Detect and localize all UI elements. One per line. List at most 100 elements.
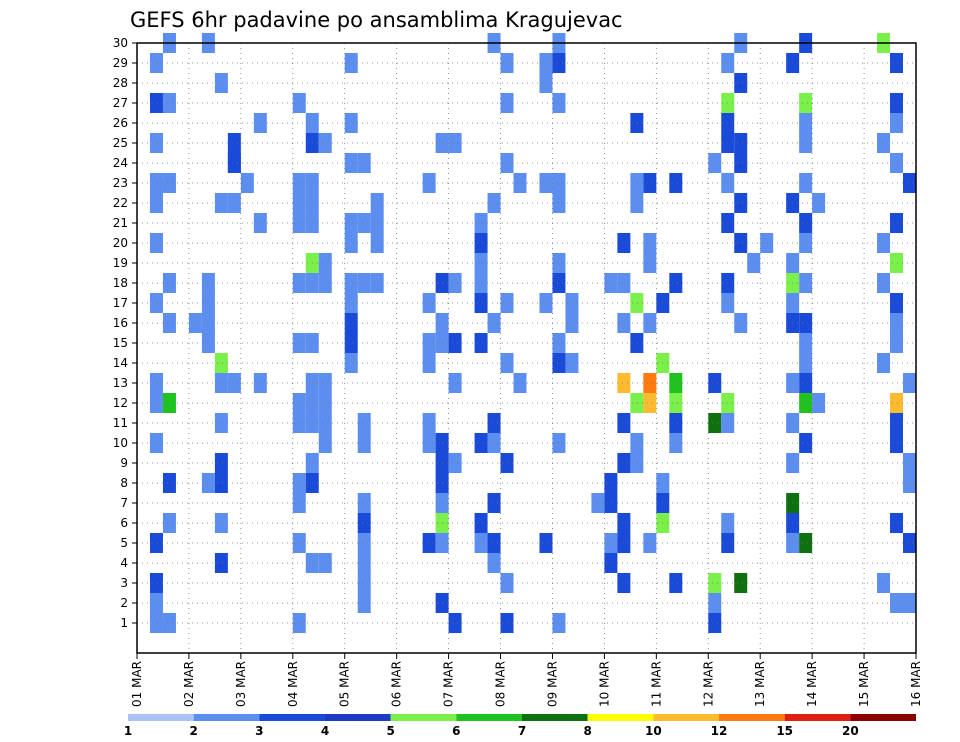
precip-cell <box>318 373 332 393</box>
colorbar-label: 7 <box>518 724 526 738</box>
y-tick-label: 3 <box>120 576 128 590</box>
precip-cell <box>669 573 683 593</box>
precip-cell <box>630 113 644 133</box>
precip-cell <box>539 173 553 193</box>
precip-cell <box>669 393 683 413</box>
colorbar-label: 4 <box>321 724 329 738</box>
precip-cell <box>643 233 657 253</box>
precip-cell <box>292 533 306 553</box>
precip-cell <box>903 593 916 613</box>
precip-cell <box>292 613 306 633</box>
plot-frame <box>136 42 917 654</box>
precip-cell <box>357 573 371 593</box>
precip-cell <box>890 213 904 233</box>
precip-cell <box>318 273 332 293</box>
colorbar-swatch <box>456 714 522 721</box>
precip-cell <box>630 293 644 313</box>
precip-cell <box>201 333 215 353</box>
precip-cell <box>344 153 358 173</box>
precip-cell <box>448 133 462 153</box>
precip-cell <box>890 113 904 133</box>
precip-cell <box>877 573 891 593</box>
precip-cell <box>604 533 618 553</box>
precip-cell <box>344 293 358 313</box>
x-tick-label: 07 MAR <box>442 661 456 707</box>
precip-cell <box>565 313 579 333</box>
precip-cell <box>149 433 163 453</box>
precip-cell <box>149 533 163 553</box>
colorbar-label: 2 <box>189 724 197 738</box>
precip-cell <box>812 193 826 213</box>
precip-cell <box>890 593 904 613</box>
precip-cell <box>344 333 358 353</box>
precip-cell <box>734 233 748 253</box>
precip-cell <box>617 313 631 333</box>
y-tick-label: 5 <box>120 536 128 550</box>
precip-cell <box>344 273 358 293</box>
precip-cell <box>344 233 358 253</box>
precip-cell <box>214 73 228 93</box>
precip-cell <box>474 273 488 293</box>
precip-cell <box>227 373 241 393</box>
precip-cell <box>292 393 306 413</box>
precip-cell <box>253 113 267 133</box>
precip-cell <box>149 173 163 193</box>
colorbar-swatch <box>784 714 851 721</box>
y-tick-label: 23 <box>113 176 128 190</box>
precip-cell <box>643 173 657 193</box>
precip-cell <box>552 333 566 353</box>
precip-cell <box>357 533 371 553</box>
precip-cell <box>890 433 904 453</box>
x-tick-label: 10 MAR <box>597 661 611 707</box>
precip-cell <box>201 473 215 493</box>
precip-cell <box>747 253 761 273</box>
precip-cell <box>149 193 163 213</box>
precip-cell <box>487 193 501 213</box>
precip-cell <box>292 93 306 113</box>
x-tick-label: 06 MAR <box>390 661 404 707</box>
precip-cell <box>604 473 618 493</box>
y-tick-label: 14 <box>113 356 128 370</box>
x-tick-label: 03 MAR <box>234 661 248 707</box>
precip-cell <box>799 353 813 373</box>
precip-cell <box>201 313 215 333</box>
y-tick-label: 27 <box>113 96 128 110</box>
precip-cell <box>357 213 371 233</box>
precip-cell <box>227 133 241 153</box>
colorbar-swatch <box>522 714 588 721</box>
precip-cell <box>617 233 631 253</box>
precip-cell <box>630 193 644 213</box>
precip-cell <box>734 133 748 153</box>
precip-cell <box>227 193 241 213</box>
precip-cell <box>357 553 371 573</box>
precip-cell <box>708 613 722 633</box>
y-tick-label: 21 <box>113 216 128 230</box>
precip-cell <box>253 213 267 233</box>
precip-cell <box>292 273 306 293</box>
precip-cell <box>903 473 916 493</box>
precip-cell <box>513 173 527 193</box>
precip-cell <box>890 513 904 533</box>
precip-cell <box>214 413 228 433</box>
precip-cell <box>799 393 813 413</box>
precip-cell <box>474 213 488 233</box>
precip-cell <box>162 613 176 633</box>
precip-cell <box>149 393 163 413</box>
precip-cell <box>487 533 501 553</box>
precip-cell <box>539 533 553 553</box>
precip-cell <box>617 453 631 473</box>
precip-cell <box>630 433 644 453</box>
precip-cell <box>513 373 527 393</box>
precip-cell <box>669 273 683 293</box>
y-tick-label: 19 <box>113 256 128 270</box>
precip-cell <box>617 373 631 393</box>
colorbar-swatch <box>325 714 391 721</box>
chart-title: GEFS 6hr padavine po ansamblima Kragujev… <box>130 8 623 32</box>
precip-cell <box>552 353 566 373</box>
precip-cell <box>799 273 813 293</box>
precip-cell <box>448 613 462 633</box>
precip-cell <box>357 493 371 513</box>
precip-cell <box>877 273 891 293</box>
precip-cell <box>903 173 916 193</box>
y-tick-label: 22 <box>113 196 128 210</box>
